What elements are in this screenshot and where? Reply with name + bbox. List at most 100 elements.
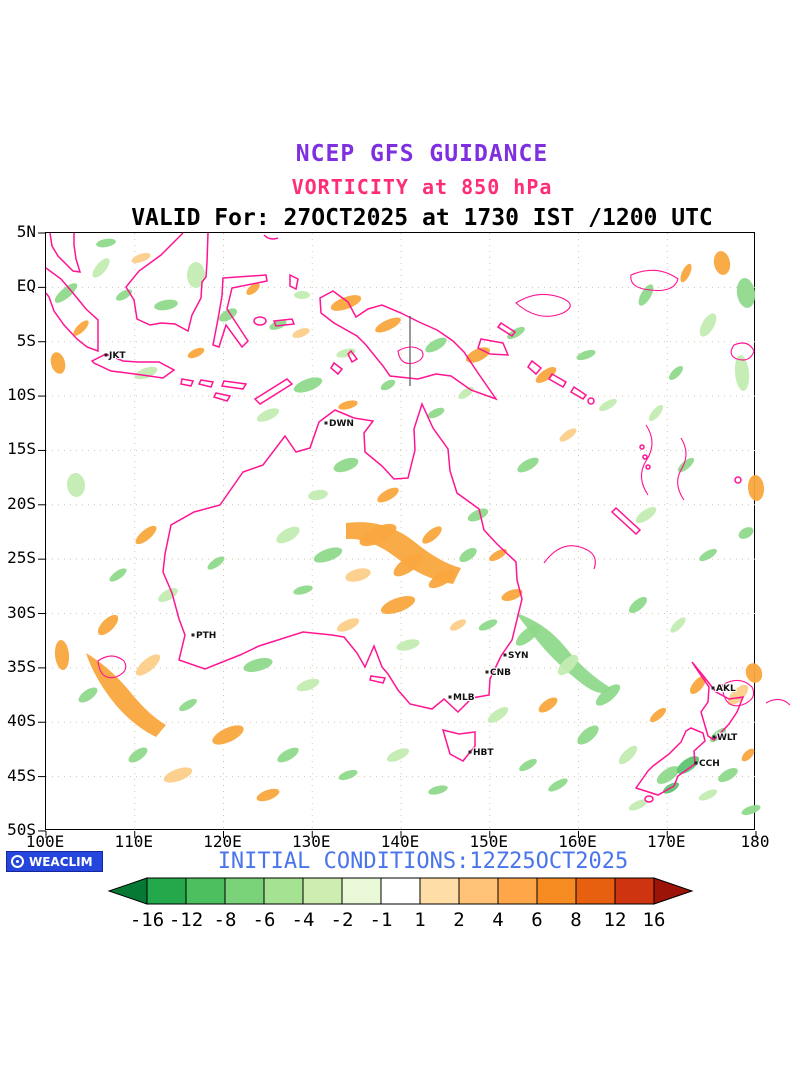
initial-conditions-text: INITIAL CONDITIONS:12Z25OCT2025 (217, 849, 629, 874)
lat-tick-label: 5S (16, 330, 36, 350)
colorbar-cell (614, 877, 655, 905)
city-marker (448, 695, 452, 699)
coastlines (45, 232, 745, 803)
colorbar-tick-label: 4 (492, 909, 503, 931)
lat-axis: 5N EQ 5S 10S 15S 20S 25S 30S 35S 40S 45S 50S (0, 223, 38, 839)
valid-time-title: VALID For: 27OCT2025 at 1730 IST /1200 U… (131, 205, 713, 231)
city-marker (104, 353, 108, 357)
new-ireland-coastline (496, 321, 517, 338)
colorbar-cell (224, 877, 265, 905)
new-guinea-coastline (319, 290, 498, 401)
new-zealand-south-coastline (634, 727, 706, 796)
lon-axis: 100E 110E 120E 130E 140E 150E 160E 170E 180 (26, 832, 770, 853)
weaclim-logo-text: WEACLIM (29, 854, 93, 869)
colorbar-tick-label: -4 (292, 909, 315, 931)
colorbar-tick-label: 16 (643, 909, 666, 931)
city-label: SYN (508, 651, 529, 661)
lat-tick-label: 5N (16, 222, 36, 241)
colorbar-tick-label: -16 (130, 909, 164, 931)
colorbar-cell (185, 877, 226, 905)
field-title: VORTICITY at 850 hPa (291, 175, 553, 199)
colorbar-cell (497, 877, 538, 905)
lat-tick-label: 10S (7, 385, 36, 405)
model-title: NCEP GFS GUIDANCE (295, 141, 549, 167)
city-label: MLB (453, 693, 475, 703)
bougainville-coastline (527, 359, 543, 376)
city-marker (711, 686, 715, 690)
weaclim-logo: WEACLIM (6, 851, 103, 872)
colorbar-cell (341, 877, 382, 905)
colorbar-cell (380, 877, 421, 905)
vorticity-contours (97, 269, 791, 707)
colorbar-cell (263, 877, 304, 905)
colorbar-cell (146, 877, 187, 905)
city-label: CCH (699, 759, 720, 769)
lat-tick-label: 50S (7, 819, 36, 839)
java-coastline (90, 353, 176, 379)
australia-coastline (162, 401, 523, 714)
colorbar-cell (107, 877, 148, 905)
colorbar-cell (575, 877, 616, 905)
city-marker (712, 735, 716, 739)
city-marker (324, 421, 328, 425)
new-britain-coastline (477, 338, 510, 356)
lat-tick-label: 25S (7, 548, 36, 568)
colorbar-tick-label: -2 (331, 909, 354, 931)
city-label: PTH (196, 631, 216, 641)
colorbar-tick-label: 6 (531, 909, 542, 931)
sumatra-coastline (45, 267, 99, 353)
tasmania-coastline (441, 728, 476, 762)
solomon-islands-coastlines (547, 372, 595, 405)
map-frame: JKT DWN PTH SYN CNB MLB HBT AKL WLT CCH (38, 232, 791, 838)
lon-tick-label: 100E (25, 832, 65, 851)
new-caledonia-coastline (610, 506, 642, 536)
lesser-sunda-coastlines (180, 378, 294, 405)
colorbar-legend: -16 -12 -8 -6 -4 -2 -1 1 2 4 6 8 12 16 (107, 877, 694, 931)
lat-tick-label: 20S (7, 493, 36, 513)
chart-header: NCEP GFS GUIDANCE VORTICITY at 850 hPa V… (0, 141, 800, 231)
borneo-coastline (125, 232, 209, 333)
malay-peninsula-coastline (49, 232, 82, 273)
lon-tick-label: 170E (646, 832, 686, 851)
lat-tick-label: 40S (7, 711, 36, 731)
colorbar-tick-label: -12 (169, 909, 203, 931)
lon-tick-label: 160E (558, 832, 597, 851)
lon-tick-label: 130E (291, 832, 331, 851)
lat-tick-label: EQ (16, 276, 36, 296)
city-marker (503, 653, 507, 657)
new-zealand-north-coastline (691, 661, 745, 741)
city-marker (191, 633, 195, 637)
maluku-coastlines (253, 234, 359, 376)
lon-tick-label: 140E (380, 832, 420, 851)
lat-tick-label: 30S (7, 602, 36, 622)
colorbar-tick-label: 12 (604, 909, 627, 931)
axis-ticks (38, 232, 757, 838)
stewart-island-coastline (644, 795, 654, 803)
city-label: JKT (108, 351, 126, 361)
lon-tick-label: 110E (114, 832, 154, 851)
city-label: DWN (329, 419, 354, 429)
vanuatu-fiji-coastlines (639, 444, 742, 484)
colorbar-cell (458, 877, 499, 905)
colorbar-cell (653, 877, 694, 905)
colorbar-tick-label: -1 (370, 909, 393, 931)
city-label: AKL (716, 684, 736, 694)
colorbar-tick-label: -8 (214, 909, 237, 931)
colorbar-cell (302, 877, 343, 905)
colorbar-cell (536, 877, 577, 905)
lon-tick-label: 120E (203, 832, 242, 851)
city-label: HBT (473, 748, 494, 758)
weaclim-logo-icon (11, 855, 24, 868)
colorbar-tick-label: 8 (570, 909, 581, 931)
colorbar-tick-label: 2 (453, 909, 464, 931)
city-marker (485, 670, 489, 674)
vorticity-shading (50, 238, 765, 816)
colorbar-tick-label: -6 (253, 909, 276, 931)
city-marker (694, 761, 698, 765)
lat-tick-label: 35S (7, 656, 36, 676)
city-label: CNB (490, 668, 511, 678)
colorbar-tick-label: 1 (414, 909, 425, 931)
city-label: WLT (717, 733, 738, 743)
lon-tick-label: 150E (469, 832, 509, 851)
lat-tick-label: 15S (7, 439, 36, 459)
